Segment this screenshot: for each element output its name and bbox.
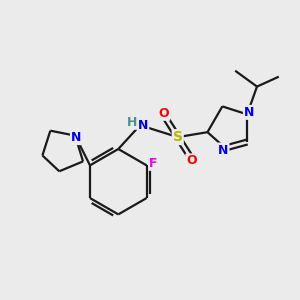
Text: S: S	[173, 130, 183, 144]
Text: N: N	[138, 119, 148, 132]
Text: N: N	[218, 143, 229, 157]
Text: F: F	[149, 157, 158, 170]
Text: N: N	[244, 106, 254, 119]
Text: O: O	[186, 154, 197, 167]
Text: N: N	[71, 131, 81, 144]
Text: H: H	[127, 116, 137, 129]
Text: O: O	[159, 107, 169, 120]
